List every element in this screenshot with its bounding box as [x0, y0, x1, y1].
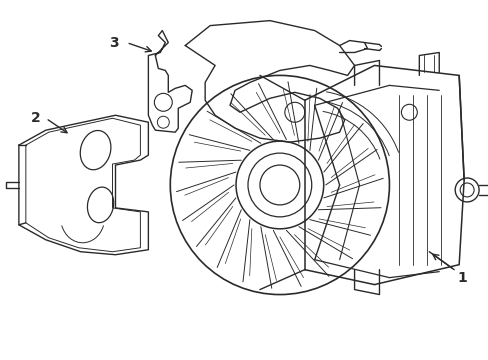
Text: 1: 1 — [456, 271, 466, 285]
Text: 3: 3 — [108, 36, 118, 50]
Text: 2: 2 — [31, 111, 41, 125]
